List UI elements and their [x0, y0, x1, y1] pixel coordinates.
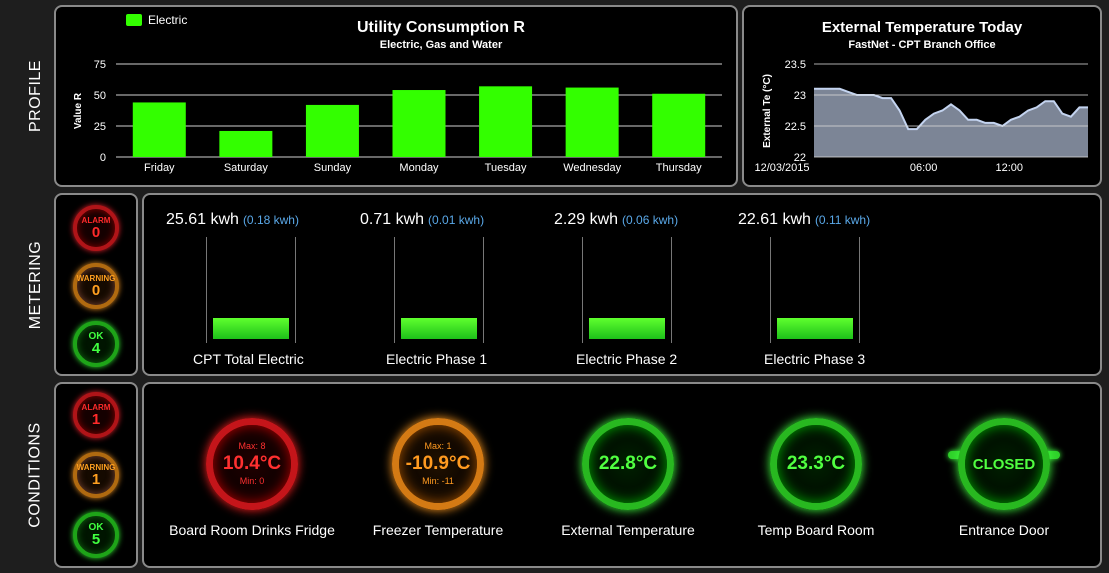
- metering-ok-label: OK: [88, 330, 104, 342]
- meter-label: CPT Total Electric: [193, 351, 304, 367]
- condition-gauge-ring: 23.3°C: [770, 418, 862, 510]
- meter-label: Electric Phase 2: [576, 351, 678, 367]
- y-tick-label: 23: [794, 90, 806, 102]
- x-tick-label: Friday: [144, 162, 175, 174]
- condition-min: Min: -11: [422, 476, 454, 486]
- section-label-profile: PROFILE: [27, 60, 44, 132]
- section-label-conditions: CONDITIONS: [27, 422, 45, 528]
- x-tick-label: 12:00: [995, 162, 1023, 174]
- x-tick-label: 12/03/2015: [754, 162, 809, 174]
- temperature-area: [814, 88, 1088, 157]
- bar: [305, 104, 359, 157]
- meter-reading: 25.61 kwh (0.18 kwh): [166, 211, 299, 228]
- x-tick-label: Tuesday: [485, 162, 527, 174]
- bar: [479, 86, 533, 157]
- conditions-ok-count: 5: [91, 530, 101, 548]
- y-tick-label: 75: [94, 59, 106, 71]
- x-tick-label: Thursday: [656, 162, 702, 174]
- meter-level-bar: [777, 317, 853, 339]
- section-label-metering: METERING: [27, 240, 45, 329]
- meter-label: Electric Phase 3: [764, 351, 866, 367]
- meter-level-bar: [589, 317, 665, 339]
- meter-tank: [582, 237, 672, 343]
- condition-gauge-ring: CLOSED: [958, 418, 1050, 510]
- conditions-alarm-indicator[interactable]: ALARM 1: [73, 392, 119, 438]
- utility-chart-title: Utility Consumption R: [357, 19, 525, 36]
- temperature-area-chart: 22 22.5 23 23.5 12/03/2015 06:00 12:00 External…: [754, 59, 1088, 174]
- bar: [565, 87, 619, 157]
- conditions-panel: Max: 8 10.4°C Min: 0 Board Room Drinks F…: [142, 382, 1102, 568]
- condition-label: Board Room Drinks Fridge: [169, 522, 335, 538]
- meter-label: Electric Phase 1: [386, 351, 488, 367]
- condition-value: 22.8°C: [598, 453, 658, 474]
- utility-bar-chart: 0 25 50 75 Value R Friday Saturday Sunday Monday…: [73, 59, 722, 174]
- metering-warning-indicator[interactable]: WARNING 0: [73, 263, 119, 309]
- conditions-warning-count: 1: [91, 470, 101, 488]
- temp-chart-subtitle: FastNet - CPT Branch Office: [848, 39, 996, 51]
- conditions-alarm-count: 1: [91, 410, 101, 428]
- conditions-status-column: ALARM 1 WARNING 1 OK 5: [54, 382, 138, 568]
- condition-value: CLOSED: [972, 455, 1036, 473]
- y-tick-label: 0: [100, 152, 106, 164]
- conditions-alarm-label: ALARM: [81, 402, 111, 412]
- x-tick-label: 06:00: [910, 162, 938, 174]
- x-tick-label: Saturday: [224, 162, 269, 174]
- metering-alarm-count: 0: [91, 223, 101, 241]
- metering-warning-label: WARNING: [76, 273, 116, 283]
- utility-consumption-panel: Electric Utility Consumption R Electric,…: [54, 5, 738, 187]
- metering-ok-indicator[interactable]: OK 4: [73, 321, 119, 367]
- x-tick-label: Wednesday: [563, 162, 621, 174]
- metering-status-column: ALARM 0 WARNING 0 OK 4: [54, 193, 138, 376]
- condition-gauge-ring: 22.8°C: [582, 418, 674, 510]
- condition-min: Min: 0: [239, 476, 265, 486]
- condition-label: Entrance Door: [958, 522, 1050, 538]
- condition-gauge-ring: Max: 8 10.4°C Min: 0: [206, 418, 298, 510]
- condition-gauge-ring: Max: 1 -10.9°C Min: -11: [392, 418, 484, 510]
- bar: [652, 93, 706, 157]
- conditions-ok-indicator[interactable]: OK 5: [73, 512, 119, 558]
- legend-label: Electric: [148, 13, 188, 27]
- meter-tank: [770, 237, 860, 343]
- condition-value: 23.3°C: [786, 453, 846, 474]
- temp-chart-title: External Temperature Today: [821, 19, 1023, 36]
- meter-reading: 2.29 kwh (0.06 kwh): [554, 211, 679, 228]
- y-axis-label: External Te (°C): [762, 74, 773, 148]
- condition-label: Temp Board Room: [757, 522, 875, 538]
- chart-legend[interactable]: Electric: [126, 13, 187, 27]
- meter-reading: 0.71 kwh (0.01 kwh): [360, 211, 485, 228]
- y-axis-label: Value R: [73, 92, 84, 129]
- condition-max: Max: 1: [424, 441, 452, 451]
- metering-alarm-label: ALARM: [81, 215, 111, 225]
- meter-level-bar: [213, 317, 289, 339]
- bar: [132, 102, 186, 157]
- meter-level-bar: [401, 317, 477, 339]
- y-tick-label: 50: [94, 90, 106, 102]
- y-tick-label: 22.5: [785, 121, 806, 133]
- metering-alarm-indicator[interactable]: ALARM 0: [73, 205, 119, 251]
- condition-label: Freezer Temperature: [372, 522, 504, 538]
- metering-ok-count: 4: [91, 339, 101, 357]
- meter-tank: [394, 237, 484, 343]
- utility-chart-subtitle: Electric, Gas and Water: [379, 39, 503, 51]
- condition-label: External Temperature: [561, 522, 695, 538]
- conditions-warning-indicator[interactable]: WARNING 1: [73, 452, 119, 498]
- meter-reading: 22.61 kwh (0.11 kwh): [738, 211, 871, 228]
- condition-max: Max: 8: [238, 441, 266, 451]
- y-tick-label: 25: [94, 121, 106, 133]
- metering-panel: 25.61 kwh (0.18 kwh) CPT Total Electric 0…: [142, 193, 1102, 376]
- bar: [219, 130, 273, 157]
- legend-swatch: [126, 14, 142, 26]
- y-tick-label: 22: [794, 152, 806, 164]
- metering-warning-count: 0: [91, 281, 101, 299]
- bar: [392, 90, 446, 157]
- x-tick-label: Sunday: [314, 162, 352, 174]
- meter-tank: [206, 237, 296, 343]
- condition-value: 10.4°C: [222, 453, 282, 474]
- y-tick-label: 23.5: [785, 59, 806, 71]
- external-temperature-panel: External Temperature Today FastNet - CPT…: [742, 5, 1102, 187]
- condition-value: -10.9°C: [405, 453, 471, 474]
- x-tick-label: Monday: [399, 162, 439, 174]
- conditions-warning-label: WARNING: [76, 462, 116, 472]
- conditions-ok-label: OK: [88, 521, 104, 533]
